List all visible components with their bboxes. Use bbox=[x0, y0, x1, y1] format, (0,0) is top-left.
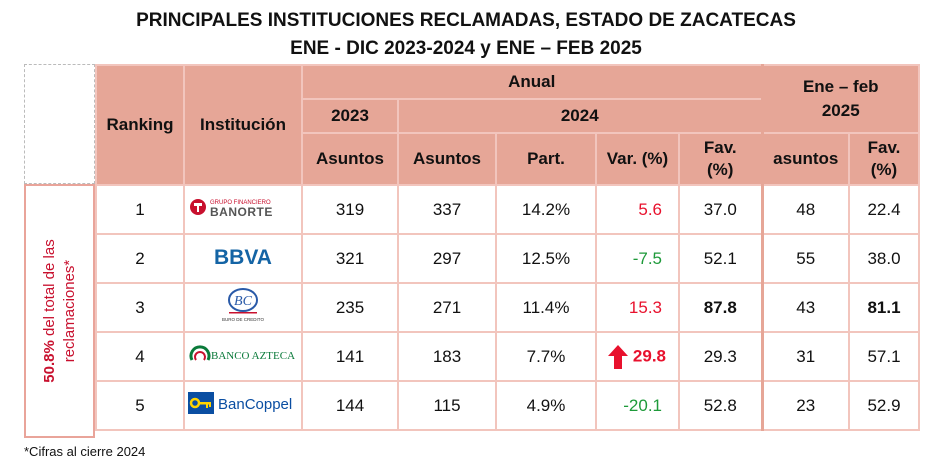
fav-cell: 29.3 bbox=[678, 331, 763, 382]
asuntos-2024-cell: 115 bbox=[397, 380, 497, 431]
bancoppel-logo: BanCoppel bbox=[188, 391, 298, 415]
side-label-box: 50.8% del total de las reclamaciones* bbox=[24, 184, 95, 438]
table-row: 1 GRUPO FINANCIERO BANORTE 319 337 14.2%… bbox=[95, 184, 920, 235]
part-cell: 12.5% bbox=[495, 233, 597, 284]
part-cell: 14.2% bbox=[495, 184, 597, 235]
banorte-logo-text: BANORTE bbox=[210, 205, 273, 219]
var-cell: 5.6 bbox=[595, 184, 680, 235]
header-fav-2025: Fav. (%) bbox=[848, 132, 920, 186]
header-part: Part. bbox=[495, 132, 597, 186]
fav-2025-cell: 38.0 bbox=[848, 233, 920, 284]
empty-corner bbox=[24, 64, 95, 184]
rank-cell: 4 bbox=[95, 331, 185, 382]
table-row: 2 BBVA 321 297 12.5% -7.5 52.1 55 38.0 bbox=[95, 233, 920, 284]
header-asuntos-2023: Asuntos bbox=[301, 132, 399, 186]
var-value: 29.8 bbox=[632, 345, 666, 365]
asuntos-2025-cell: 55 bbox=[760, 233, 850, 284]
header-var: Var. (%) bbox=[595, 132, 680, 186]
asuntos-2025-cell: 48 bbox=[760, 184, 850, 235]
buro-logo-text: BURO DE CREDITO bbox=[222, 317, 264, 322]
asuntos-2023-cell: 235 bbox=[301, 282, 399, 333]
banco-azteca-logo: BANCO AZTECA bbox=[189, 342, 297, 366]
rank-cell: 1 bbox=[95, 184, 185, 235]
institution-cell: BC BURO DE CREDITO bbox=[183, 282, 303, 333]
header-anual: Anual bbox=[301, 64, 763, 100]
var-cell: 15.3 bbox=[595, 282, 680, 333]
table-row: 3 BC BURO DE CREDITO 235 271 11.4% 15.3 … bbox=[95, 282, 920, 333]
institution-cell: BBVA bbox=[183, 233, 303, 284]
institution-cell: BanCoppel bbox=[183, 380, 303, 431]
institution-cell: BANCO AZTECA bbox=[183, 331, 303, 382]
var-cell: -7.5 bbox=[595, 233, 680, 284]
title-line-2: ENE - DIC 2023-2024 y ENE – FEB 2025 bbox=[290, 38, 642, 59]
header-2023: 2023 bbox=[301, 98, 399, 134]
fav-2025-cell: 57.1 bbox=[848, 331, 920, 382]
fav-2025-cell: 81.1 bbox=[848, 282, 920, 333]
rank-cell: 5 bbox=[95, 380, 185, 431]
part-cell: 4.9% bbox=[495, 380, 597, 431]
asuntos-2023-cell: 319 bbox=[301, 184, 399, 235]
bancoppel-logo-text: BanCoppel bbox=[218, 396, 292, 413]
fav-cell: 52.1 bbox=[678, 233, 763, 284]
var-cell: 29.8 bbox=[595, 331, 680, 382]
asuntos-2025-cell: 43 bbox=[760, 282, 850, 333]
header-institucion: Institución bbox=[183, 64, 303, 186]
asuntos-2024-cell: 271 bbox=[397, 282, 497, 333]
header-asuntos-2025: asuntos bbox=[760, 132, 850, 186]
header-ene-feb: Ene – feb 2025 bbox=[760, 64, 920, 134]
side-label: 50.8% del total de las reclamaciones* bbox=[40, 191, 80, 431]
table-row: 4 BANCO AZTECA 141 183 7.7% 29.8 29.3 31… bbox=[95, 331, 920, 382]
footnote: *Cifras al cierre 2024 bbox=[24, 444, 146, 459]
asuntos-2023-cell: 141 bbox=[301, 331, 399, 382]
institutions-table: Ranking Institución Anual Ene – feb 2025… bbox=[95, 64, 920, 431]
rank-cell: 2 bbox=[95, 233, 185, 284]
asuntos-2023-cell: 144 bbox=[301, 380, 399, 431]
asuntos-2025-cell: 23 bbox=[760, 380, 850, 431]
part-cell: 7.7% bbox=[495, 331, 597, 382]
bbva-logo-text: BBVA bbox=[214, 246, 272, 269]
title-line-1: PRINCIPALES INSTITUCIONES RECLAMADAS, ES… bbox=[136, 10, 796, 31]
header-2024: 2024 bbox=[397, 98, 763, 134]
var-cell: -20.1 bbox=[595, 380, 680, 431]
svg-text:BC: BC bbox=[234, 294, 253, 309]
fav-cell: 37.0 bbox=[678, 184, 763, 235]
buro-de-credito-logo: BC BURO DE CREDITO bbox=[213, 285, 273, 325]
header-fav: Fav. (%) bbox=[678, 132, 763, 186]
fav-2025-cell: 22.4 bbox=[848, 184, 920, 235]
bbva-logo: BBVA bbox=[208, 243, 278, 269]
rank-cell: 3 bbox=[95, 282, 185, 333]
fav-cell: 52.8 bbox=[678, 380, 763, 431]
institution-cell: GRUPO FINANCIERO BANORTE bbox=[183, 184, 303, 235]
part-cell: 11.4% bbox=[495, 282, 597, 333]
side-label-percent: 50.8% bbox=[40, 340, 58, 383]
asuntos-2023-cell: 321 bbox=[301, 233, 399, 284]
asuntos-2024-cell: 337 bbox=[397, 184, 497, 235]
asuntos-2025-cell: 31 bbox=[760, 331, 850, 382]
banorte-logo-top: GRUPO FINANCIERO bbox=[210, 200, 271, 206]
fav-2025-cell: 52.9 bbox=[848, 380, 920, 431]
banorte-logo: GRUPO FINANCIERO BANORTE bbox=[188, 194, 298, 220]
header-asuntos-2024: Asuntos bbox=[397, 132, 497, 186]
up-arrow-icon bbox=[608, 344, 629, 369]
header-ranking: Ranking bbox=[95, 64, 185, 186]
asuntos-2024-cell: 297 bbox=[397, 233, 497, 284]
fav-cell: 87.8 bbox=[678, 282, 763, 333]
azteca-logo-text: BANCO AZTECA bbox=[211, 350, 295, 362]
asuntos-2024-cell: 183 bbox=[397, 331, 497, 382]
table-row: 5 BanCoppel 144 115 4.9% -20.1 52.8 23 5… bbox=[95, 380, 920, 431]
